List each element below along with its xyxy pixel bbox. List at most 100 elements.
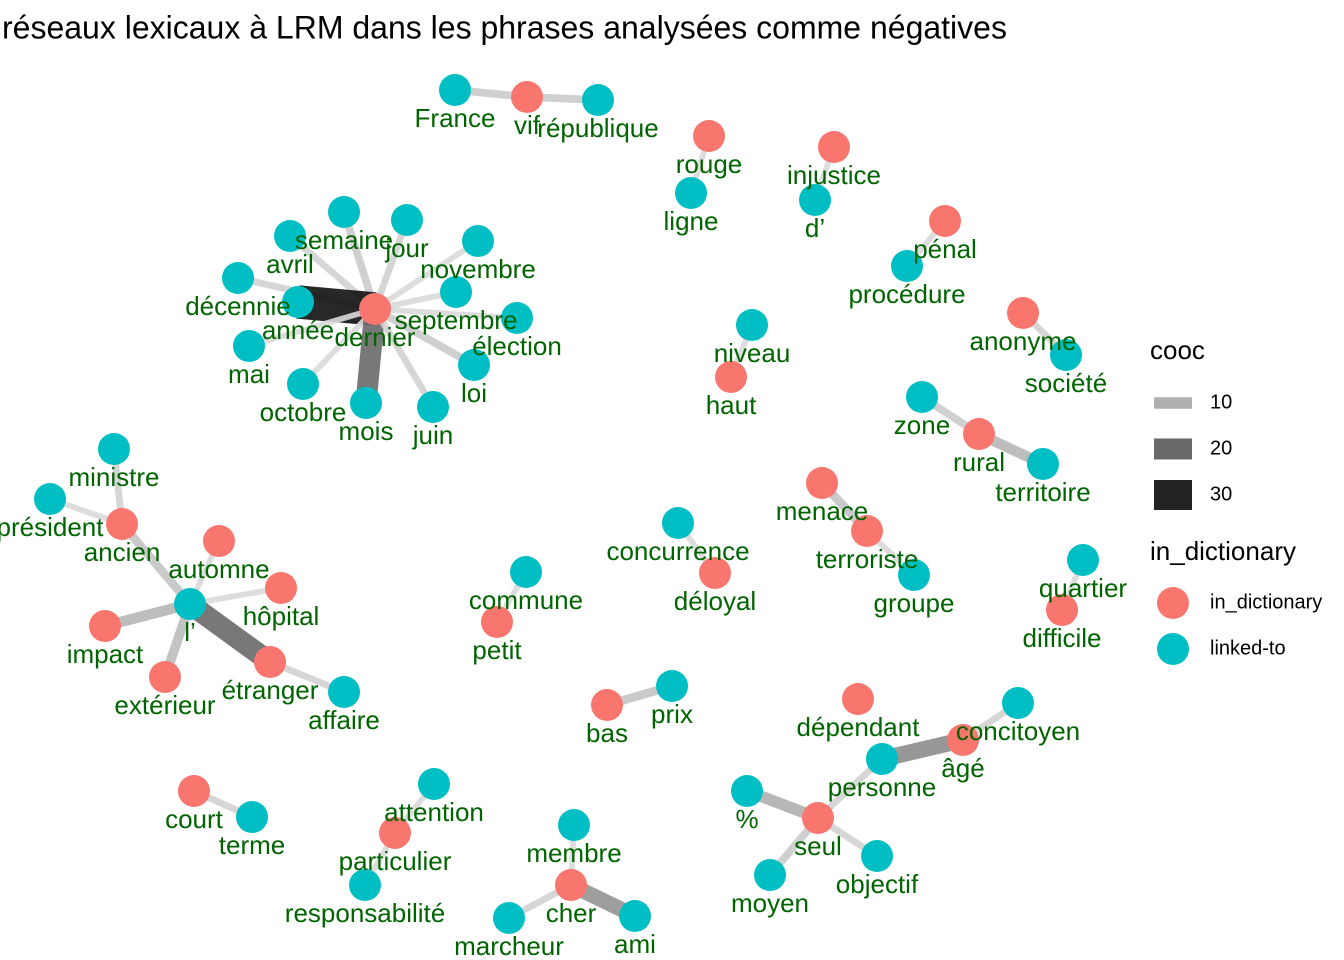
node	[906, 381, 938, 413]
node-label: personne	[828, 772, 936, 802]
node	[699, 557, 731, 589]
node	[439, 74, 471, 106]
legend-label: 20	[1210, 437, 1232, 459]
node-label: république	[537, 113, 658, 143]
node	[693, 120, 725, 152]
node-label: président	[0, 512, 104, 542]
node-label: déloyal	[674, 586, 756, 616]
node	[842, 683, 874, 715]
node	[98, 433, 130, 465]
node	[818, 131, 850, 163]
legend-node-key	[1157, 633, 1189, 665]
node-label: automne	[168, 554, 269, 584]
node-label: impact	[67, 639, 144, 669]
node	[799, 184, 831, 216]
node-label: d’	[805, 213, 825, 243]
node-label: société	[1025, 368, 1107, 398]
node	[1050, 339, 1082, 371]
node	[891, 250, 923, 282]
node-label: bas	[586, 718, 628, 748]
node-label: court	[165, 804, 224, 834]
node	[1027, 448, 1059, 480]
node	[555, 869, 587, 901]
node-label: octobre	[260, 397, 347, 427]
node	[174, 588, 206, 620]
node-label: difficile	[1022, 623, 1101, 653]
edge	[372, 307, 436, 409]
node-label: décennie	[185, 291, 291, 321]
node	[274, 220, 306, 252]
node	[359, 293, 391, 325]
node-label: attention	[384, 797, 484, 827]
edge	[118, 521, 194, 607]
node-label: jour	[384, 233, 429, 263]
node-label: dépendant	[797, 712, 921, 742]
node	[1067, 544, 1099, 576]
edge	[248, 306, 376, 349]
node-label: ami	[614, 929, 656, 959]
node-label: quartier	[1039, 573, 1127, 603]
node	[106, 508, 138, 540]
node-label: dernier	[335, 322, 416, 352]
node	[754, 859, 786, 891]
edge	[373, 305, 476, 369]
node	[417, 391, 449, 423]
node	[731, 775, 763, 807]
node-label: concurrence	[606, 536, 749, 566]
node-label: territoire	[995, 477, 1090, 507]
node	[440, 276, 472, 308]
node	[1007, 297, 1039, 329]
node-label: ligne	[664, 206, 719, 236]
node	[675, 177, 707, 209]
node	[866, 743, 898, 775]
node	[662, 507, 694, 539]
edge	[374, 306, 518, 321]
title: réseaux lexicaux à LRM dans les phrases …	[2, 9, 1007, 45]
node	[1002, 687, 1034, 719]
node	[619, 900, 651, 932]
node	[861, 840, 893, 872]
node	[149, 661, 181, 693]
node	[328, 676, 360, 708]
node-label: juin	[412, 420, 453, 450]
node-label: cher	[546, 898, 597, 928]
node-label: avril	[266, 249, 314, 279]
node-label: ancien	[84, 537, 161, 567]
node-label: particulier	[339, 846, 452, 876]
node	[222, 262, 254, 294]
node	[947, 724, 979, 756]
node-label: haut	[706, 390, 757, 420]
legend: cooc 10 20 30 in_dictionary in_dictionarylink…	[1150, 335, 1322, 665]
edge	[300, 306, 378, 387]
node-label: marcheur	[454, 931, 564, 960]
node	[929, 205, 961, 237]
node	[236, 801, 268, 833]
node-label: mai	[228, 359, 270, 389]
node	[736, 309, 768, 341]
node	[458, 349, 490, 381]
legend-label: 30	[1210, 483, 1232, 505]
node	[34, 483, 66, 515]
nodes	[34, 74, 1099, 934]
node	[802, 802, 834, 834]
legend-title: in_dictionary	[1150, 536, 1296, 566]
node-label: affaire	[308, 705, 380, 735]
node-label: moyen	[731, 888, 809, 918]
legend-title: cooc	[1150, 335, 1205, 365]
node-label: terme	[219, 830, 285, 860]
node-label: terroriste	[816, 544, 919, 574]
node	[203, 525, 235, 557]
node-label: ministre	[68, 462, 159, 492]
node	[558, 809, 590, 841]
node-label: anonyme	[970, 326, 1077, 356]
node-label: hôpital	[243, 601, 320, 631]
node-label: injustice	[787, 160, 881, 190]
node	[1046, 594, 1078, 626]
node	[851, 515, 883, 547]
node-label: menace	[776, 496, 869, 526]
node	[233, 330, 265, 362]
node	[510, 556, 542, 588]
node	[591, 689, 623, 721]
